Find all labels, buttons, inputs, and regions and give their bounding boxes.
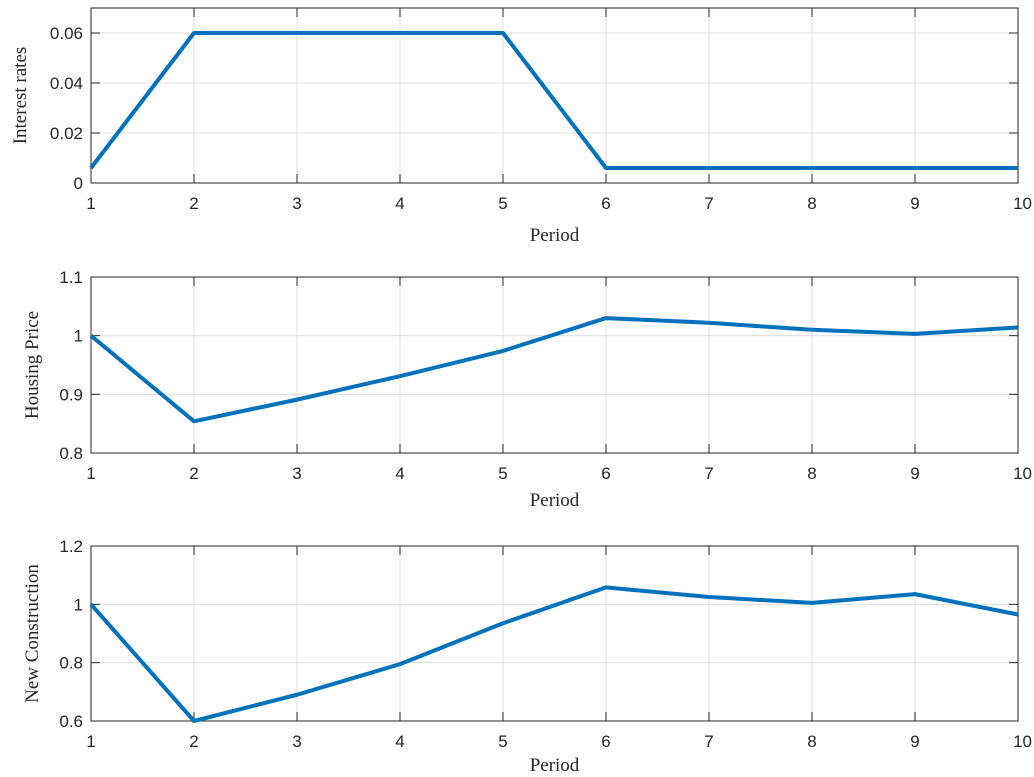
x-tick-label: 9 bbox=[910, 194, 919, 213]
x-tick-label: 3 bbox=[292, 732, 301, 751]
x-tick-label: 1 bbox=[86, 464, 95, 483]
y-tick-label: 0 bbox=[74, 174, 83, 193]
x-tick-label: 10 bbox=[1013, 464, 1032, 483]
y-axis-label: New Construction bbox=[22, 564, 43, 703]
subplot-1: 1 2 3 4 5 6 7 8 9 10 0 0.02 0.04 0.06 Period Interest r… bbox=[10, 7, 1032, 246]
axes-frame bbox=[90, 7, 1019, 184]
axes-frame bbox=[90, 545, 1019, 722]
y-axis-label: Housing Price bbox=[22, 311, 43, 419]
subplot-2: 1 2 3 4 5 6 7 8 9 10 0.8 0.9 1 1.1 Period Housing Price bbox=[22, 268, 1032, 511]
y-tick-label: 1 bbox=[74, 595, 83, 614]
x-tick-label: 5 bbox=[498, 194, 507, 213]
x-tick-label: 4 bbox=[395, 194, 404, 213]
x-tick-label: 6 bbox=[601, 194, 610, 213]
x-tick-label: 9 bbox=[910, 732, 919, 751]
x-axis-label: Period bbox=[530, 755, 580, 776]
y-tick-label: 1.2 bbox=[59, 537, 83, 556]
y-tick-label: 0.02 bbox=[50, 124, 83, 143]
x-axis-label: Period bbox=[530, 225, 580, 246]
x-tick-label: 8 bbox=[807, 194, 816, 213]
x-tick-label: 8 bbox=[807, 732, 816, 751]
plot-area bbox=[90, 7, 1019, 184]
y-tick-label: 0.8 bbox=[59, 654, 83, 673]
y-tick-label: 0.04 bbox=[50, 74, 83, 93]
x-tick-label: 2 bbox=[189, 194, 198, 213]
x-tick-label: 8 bbox=[807, 464, 816, 483]
y-tick-label: 1 bbox=[74, 327, 83, 346]
x-tick-label: 10 bbox=[1013, 194, 1032, 213]
series-line bbox=[89, 316, 1019, 424]
x-tick-label: 1 bbox=[86, 732, 95, 751]
x-tick-label: 5 bbox=[498, 732, 507, 751]
y-tick-label: 0.06 bbox=[50, 24, 83, 43]
x-tick-label: 2 bbox=[189, 464, 198, 483]
y-tick-label: 0.9 bbox=[59, 385, 83, 404]
x-tick-label: 9 bbox=[910, 464, 919, 483]
y-tick-label: 0.8 bbox=[59, 444, 83, 463]
x-axis-label: Period bbox=[530, 490, 580, 511]
x-tick-label: 6 bbox=[601, 464, 610, 483]
x-tick-label: 7 bbox=[704, 194, 713, 213]
series-line bbox=[89, 585, 1019, 723]
x-tick-label: 7 bbox=[704, 464, 713, 483]
x-tick-label: 10 bbox=[1013, 732, 1032, 751]
x-tick-label: 4 bbox=[395, 464, 404, 483]
x-tick-label: 6 bbox=[601, 732, 610, 751]
subplot-3: 1 2 3 4 5 6 7 8 9 10 0.6 0.8 1 1.2 Period New Construct… bbox=[22, 537, 1032, 776]
plot-area bbox=[90, 545, 1019, 722]
axes-frame bbox=[90, 276, 1019, 454]
x-tick-label: 1 bbox=[86, 194, 95, 213]
x-tick-label: 7 bbox=[704, 732, 713, 751]
x-tick-label: 2 bbox=[189, 732, 198, 751]
x-tick-label: 4 bbox=[395, 732, 404, 751]
y-tick-label: 0.6 bbox=[59, 712, 83, 731]
plot-area bbox=[90, 276, 1019, 454]
x-tick-label: 3 bbox=[292, 194, 301, 213]
y-tick-label: 1.1 bbox=[59, 268, 83, 287]
x-tick-label: 5 bbox=[498, 464, 507, 483]
x-tick-label: 3 bbox=[292, 464, 301, 483]
y-axis-label: Interest rates bbox=[10, 47, 31, 145]
series-line bbox=[89, 31, 1018, 170]
